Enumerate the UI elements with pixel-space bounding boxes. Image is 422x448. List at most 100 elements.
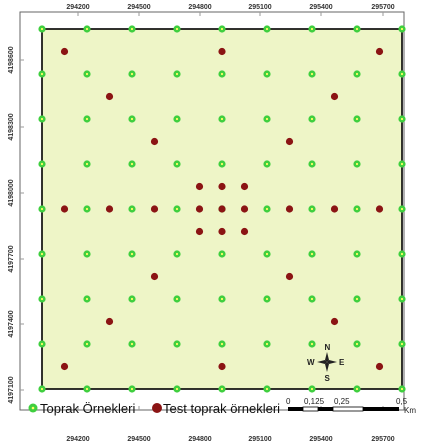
soil-sample-point-center — [355, 117, 359, 121]
soil-sample-point-center — [265, 72, 269, 76]
soil-sample-point-center — [400, 162, 404, 166]
test-sample-point — [330, 317, 339, 326]
soil-sample-point-center — [85, 162, 89, 166]
soil-sample-point-center — [130, 252, 134, 256]
test-sample-point — [195, 182, 204, 191]
north-arrow: N S E W — [307, 343, 345, 383]
y-tick-label: 4197700 — [8, 245, 15, 272]
soil-sample-point-center — [220, 72, 224, 76]
x-tick-label-top: 294800 — [188, 4, 211, 11]
test-sample-point — [150, 272, 159, 281]
test-sample-point — [195, 205, 204, 213]
x-tick-label-bottom: 295700 — [371, 436, 394, 443]
test-sample-point — [150, 205, 159, 213]
soil-sample-point-center — [265, 252, 269, 256]
test-samples-layer — [60, 47, 384, 371]
test-sample-point — [218, 182, 226, 191]
test-sample-point — [218, 362, 226, 371]
soil-sample-point-center — [175, 117, 179, 121]
soil-sample-point-center — [400, 252, 404, 256]
x-tick-label-top: 295700 — [371, 4, 394, 11]
test-sample-point — [218, 47, 226, 56]
y-tick-label: 4197100 — [8, 376, 15, 403]
x-tick-label-bottom: 294200 — [66, 436, 89, 443]
soil-sample-point-center — [310, 207, 314, 211]
test-sample-point — [218, 227, 226, 236]
scale-segment-5 — [363, 407, 399, 411]
soil-sample-point-center — [40, 342, 44, 346]
soil-sample-point-center — [310, 387, 314, 391]
soil-sample-point-center — [400, 387, 404, 391]
soil-sample-point-center — [310, 252, 314, 256]
soil-sample-point-center — [400, 297, 404, 301]
south-label: S — [325, 374, 331, 383]
test-sample-point — [285, 205, 294, 213]
soil-sample-point-center — [265, 207, 269, 211]
soil-sample-point-center — [85, 252, 89, 256]
x-tick-label-top: 295100 — [248, 4, 271, 11]
y-tick-label: 4197400 — [8, 310, 15, 337]
soil-sample-point-center — [85, 27, 89, 31]
soil-sample-point-center — [40, 27, 44, 31]
soil-sample-point-center — [310, 297, 314, 301]
soil-sample-point-center — [310, 117, 314, 121]
test-sample-point — [240, 205, 249, 213]
scale-label-0: 0 — [286, 397, 291, 406]
soil-sample-point-center — [85, 387, 89, 391]
scale-segment-3 — [318, 407, 333, 411]
soil-sample-point-center — [40, 252, 44, 256]
legend-test-sample-marker — [152, 403, 162, 413]
soil-sample-point-center — [265, 342, 269, 346]
y-tick-label: 4198600 — [8, 46, 15, 73]
scale-bar: 0 0,125 0,25 0,5 Km — [286, 397, 416, 415]
soil-sample-point-center — [130, 387, 134, 391]
test-sample-point — [105, 92, 114, 101]
soil-sample-point-center — [265, 297, 269, 301]
east-label: E — [339, 358, 345, 367]
soil-sample-point-center — [175, 207, 179, 211]
test-sample-point — [330, 205, 339, 213]
soil-sample-point-center — [40, 72, 44, 76]
soil-sample-point-center — [355, 207, 359, 211]
x-tick-label-bottom: 295100 — [248, 436, 271, 443]
test-sample-point — [60, 362, 69, 371]
soil-sample-point-center — [355, 387, 359, 391]
soil-sample-point-center — [40, 162, 44, 166]
test-sample-point — [195, 227, 204, 236]
soil-sample-point-center — [265, 27, 269, 31]
test-sample-point — [375, 205, 384, 213]
soil-sample-point-center — [265, 162, 269, 166]
soil-sample-point-center — [175, 387, 179, 391]
soil-sample-point-center — [310, 342, 314, 346]
test-sample-point — [240, 182, 249, 191]
y-axis-left-ticks: 4198600 4198300 4198000 4197700 4197400 41971… — [8, 46, 24, 404]
soil-sample-point-center — [130, 117, 134, 121]
test-sample-point — [285, 137, 294, 146]
soil-sample-point-center — [175, 342, 179, 346]
x-tick-label-bottom: 294500 — [127, 436, 150, 443]
soil-sample-point-center — [130, 297, 134, 301]
soil-sample-point-center — [355, 252, 359, 256]
legend-test-samples-label: Test toprak örnekleri — [163, 401, 280, 416]
legend-soil-sample-marker-center — [31, 406, 35, 410]
soil-sample-point-center — [310, 27, 314, 31]
soil-sample-point-center — [400, 207, 404, 211]
x-tick-label-top: 294500 — [127, 4, 150, 11]
test-sample-point — [375, 47, 384, 56]
soil-sample-point-center — [265, 387, 269, 391]
soil-sample-point-center — [220, 342, 224, 346]
scale-segment-2 — [302, 406, 319, 412]
test-sample-point — [60, 47, 69, 56]
x-tick-label-bottom: 294800 — [188, 436, 211, 443]
west-label: W — [307, 358, 315, 367]
test-sample-point — [105, 205, 114, 213]
x-tick-label-top: 295400 — [309, 4, 332, 11]
y-tick-label: 4198000 — [8, 179, 15, 206]
soil-sample-point-center — [220, 297, 224, 301]
soil-sample-point-center — [220, 27, 224, 31]
soil-sample-point-center — [85, 342, 89, 346]
soil-sample-point-center — [130, 342, 134, 346]
x-tick-label-top: 294200 — [66, 4, 89, 11]
soil-sample-point-center — [40, 207, 44, 211]
soil-sample-point-center — [130, 72, 134, 76]
